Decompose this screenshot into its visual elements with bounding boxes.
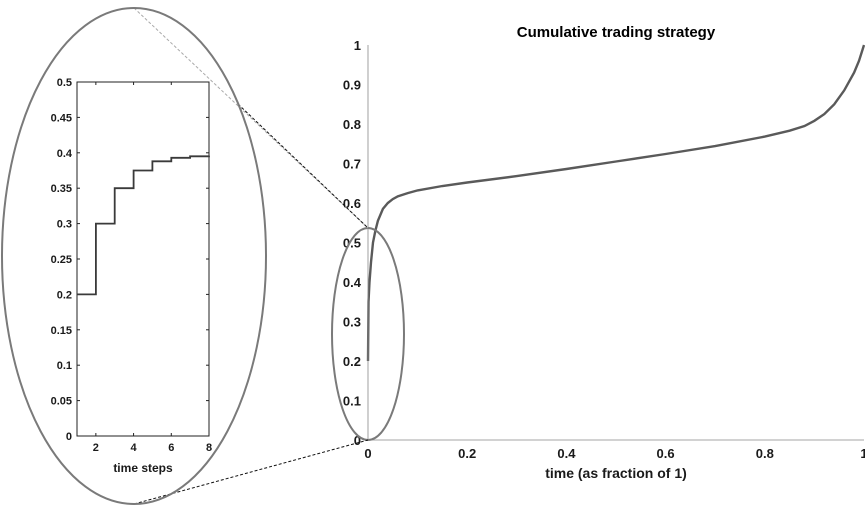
main-x-axis-label: time (as fraction of 1) [545,465,687,481]
main-y-tick-label: 0.4 [343,275,362,290]
inset-y-tick-label: 0.1 [57,360,72,372]
main-x-tick-label: 0 [364,446,371,461]
main-y-tick-label: 0.2 [343,354,361,369]
inset-y-tick-label: 0.2 [57,289,72,301]
main-x-axis: 0 0.2 0.4 0.6 0.8 1 [364,446,865,461]
inset-y-tick-label: 0.05 [51,396,72,408]
inset-y-tick-label: 0.25 [51,254,72,266]
main-x-tick-label: 0.2 [458,446,476,461]
inset-y-tick-label: 0 [66,431,72,443]
main-y-tick-label: 0.3 [343,315,361,330]
inset-series-line [77,155,210,296]
main-y-tick-label: 1 [354,38,361,53]
inset-x-tick-label: 8 [206,442,212,454]
main-y-tick-label: 0.1 [343,394,361,409]
inset-ellipse [1,7,267,505]
inset-y-tick-label: 0.4 [57,148,73,160]
main-y-tick-label: 0.8 [343,117,361,132]
main-x-tick-label: 1 [860,446,865,461]
inset-x-axis-label: time steps [113,461,173,475]
inset-x-tick-label: 2 [93,442,99,454]
main-y-tick-label: 0.9 [343,78,361,93]
main-y-tick-label: 0.7 [343,157,361,172]
inset-y-tick-label: 0.35 [51,183,72,195]
inset-chart: 0 0.05 0.1 0.15 0.2 0.25 0.3 0.35 0.4 0.45 0.5 2 4 6… [51,77,212,475]
inset-y-tick-label: 0.15 [51,325,72,337]
main-x-tick-label: 0.8 [756,446,774,461]
inset-y-tick-label: 0.5 [57,77,72,89]
inset-x-axis: 2 4 6 8 [93,82,212,454]
main-x-tick-label: 0.6 [657,446,675,461]
main-y-axis: 00.10.20.30.40.50.60.70.80.91 [343,38,362,448]
main-y-tick-label: 0.6 [343,196,361,211]
inset-y-axis: 0 0.05 0.1 0.15 0.2 0.25 0.3 0.35 0.4 0.45 0.5 [51,77,209,443]
inset-y-tick-label: 0.3 [57,219,72,231]
main-chart-title: Cumulative trading strategy [517,24,716,41]
main-chart: Cumulative trading strategy 0 0.1 0.2 0.3 0.… [343,24,865,481]
inset-x-tick-label: 6 [168,442,174,454]
inset-y-tick-label: 0.45 [51,112,72,124]
main-series-line [366,44,865,362]
main-y-tick-label: 0 [354,433,361,448]
inset-x-tick-label: 4 [131,442,138,454]
main-x-tick-label: 0.4 [557,446,576,461]
